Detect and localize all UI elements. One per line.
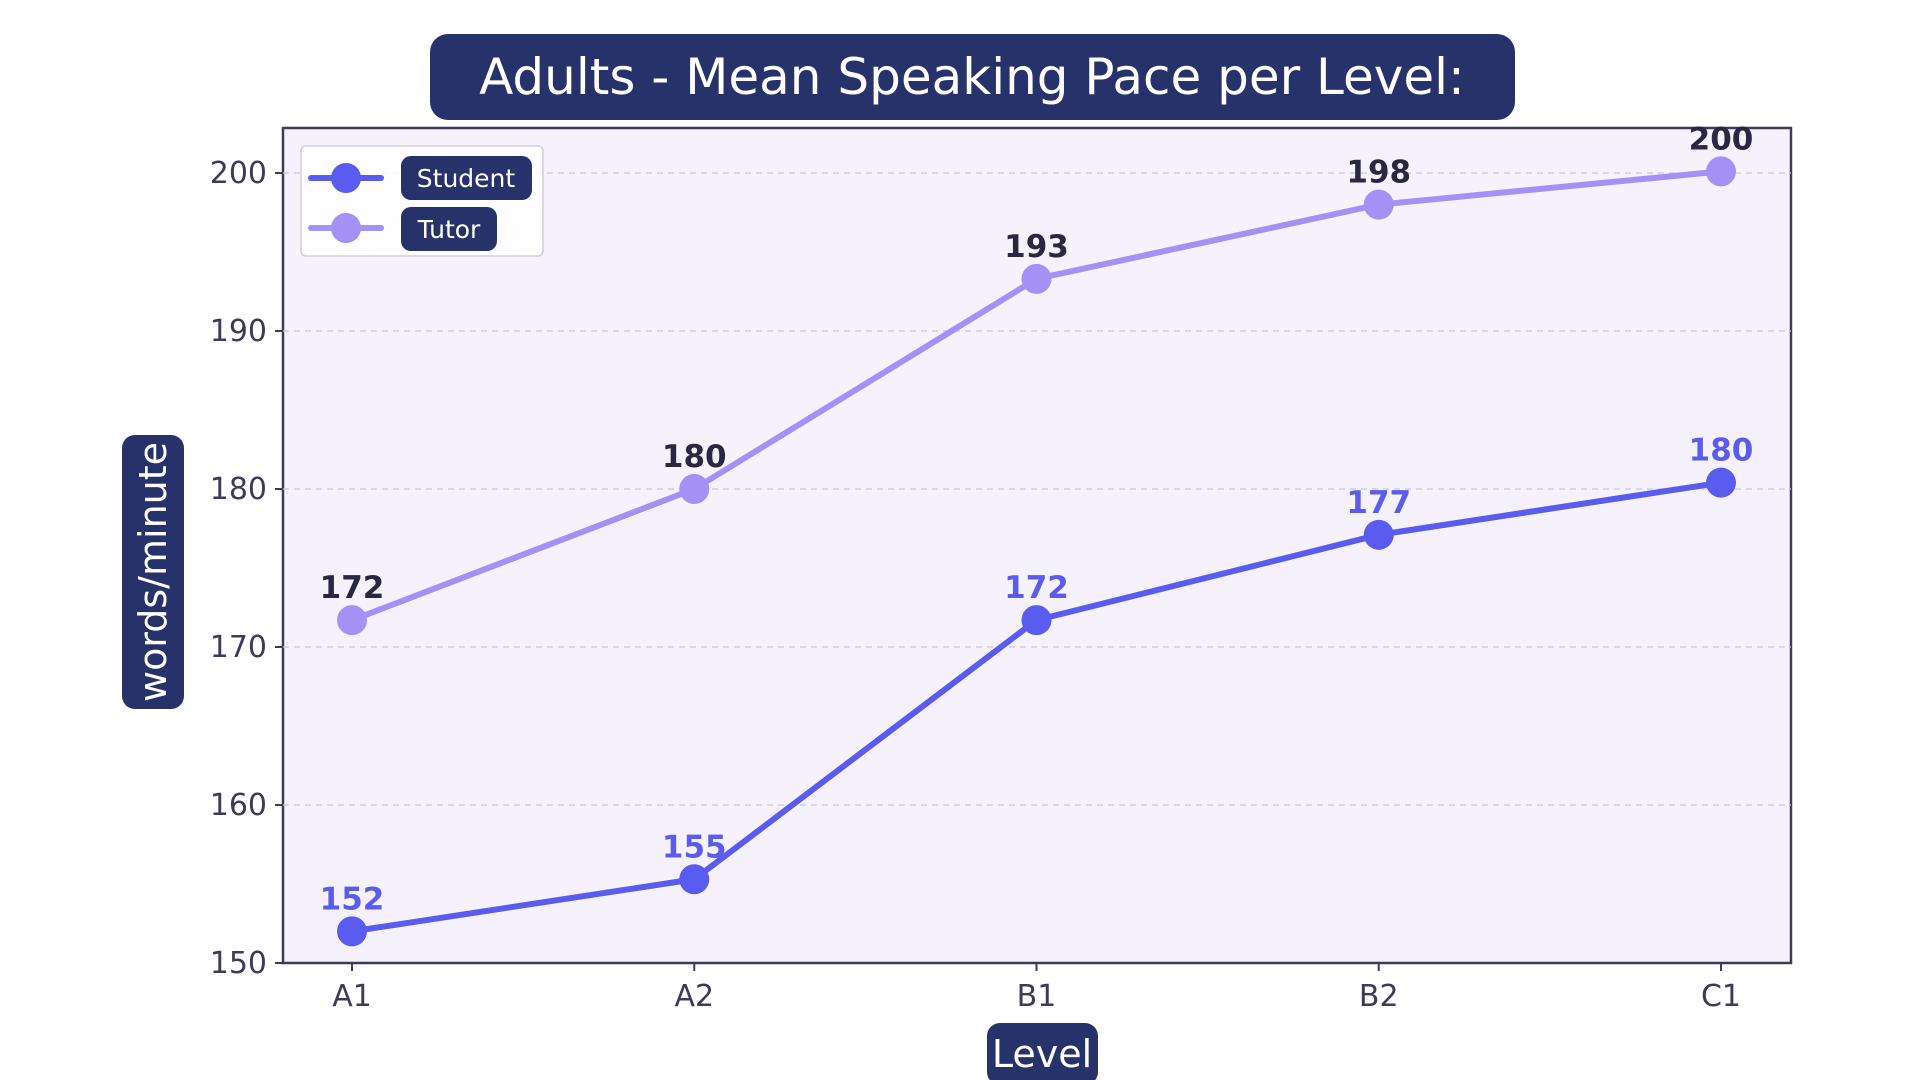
data-point-student-B2	[1363, 519, 1394, 550]
x-tick-label-B1: B1	[1017, 979, 1057, 1014]
title-badge	[430, 34, 1515, 120]
chart-title: Adults - Mean Speaking Pace per Level:	[479, 48, 1465, 106]
data-label-tutor-A1: 172	[320, 570, 385, 606]
data-point-tutor-B1	[1021, 263, 1052, 294]
data-label-student-B2: 177	[1346, 485, 1411, 521]
legend-item-tutor: Tutor	[308, 207, 497, 251]
data-point-student-B1	[1021, 605, 1052, 636]
y-tick-label-180: 180	[210, 472, 267, 507]
y-axis-label-badge	[122, 435, 184, 709]
y-axis-ticks: 150 160 170 180 190 200	[210, 156, 283, 981]
series-tutor	[337, 156, 1736, 636]
y-tick-label-150: 150	[210, 946, 267, 981]
data-point-student-C1	[1706, 467, 1736, 498]
x-axis-ticks: A1 A2 B1 B2 C1	[332, 963, 1741, 1014]
data-point-student-A1	[337, 916, 367, 947]
y-axis-label-group: words/minute	[122, 435, 184, 709]
data-label-tutor-A2: 180	[662, 439, 727, 475]
y-tick-label-190: 190	[210, 314, 267, 349]
data-label-student-A2: 155	[662, 829, 727, 865]
legend-swatch-student-marker	[331, 163, 361, 193]
series-student	[337, 467, 1736, 947]
data-label-tutor-C1: 200	[1689, 121, 1754, 157]
grid-lines	[283, 172, 1791, 806]
y-tick-label-160: 160	[210, 788, 267, 823]
data-point-student-A2	[679, 864, 710, 895]
data-label-tutor-B2: 198	[1346, 155, 1411, 191]
legend-swatch-tutor-marker	[331, 213, 361, 243]
legend-label-badge-tutor	[401, 207, 497, 251]
x-axis-label: Level	[992, 1032, 1092, 1076]
data-point-tutor-A2	[679, 474, 710, 504]
data-point-tutor-B2	[1363, 189, 1394, 220]
legend-label-badge-student	[401, 156, 532, 200]
series-lines	[337, 156, 1736, 947]
x-axis-label-badge	[987, 1023, 1098, 1080]
data-label-student-B1: 172	[1004, 570, 1069, 606]
x-tick-label-A2: A2	[674, 979, 714, 1014]
data-label-student-A1: 152	[320, 881, 385, 917]
data-label-student-C1: 180	[1689, 433, 1754, 469]
data-point-tutor-C1	[1706, 156, 1736, 187]
legend-item-student: Student	[308, 156, 532, 200]
legend-label-student: Student	[417, 164, 516, 193]
plot-area	[281, 126, 1793, 965]
x-tick-label-A1: A1	[332, 979, 372, 1014]
y-tick-label-170: 170	[210, 630, 267, 665]
x-tick-label-B2: B2	[1359, 979, 1399, 1014]
x-tick-label-C1: C1	[1701, 979, 1741, 1014]
legend-label-tutor: Tutor	[417, 215, 481, 244]
data-labels: 172 180 193 198 200 152 155 172 177 180	[320, 121, 1754, 917]
y-axis-label: words/minute	[131, 442, 175, 702]
legend: Student Tutor	[300, 145, 544, 257]
y-tick-label-200: 200	[210, 156, 267, 191]
data-point-tutor-A1	[337, 605, 367, 636]
data-label-tutor-B1: 193	[1004, 229, 1069, 265]
